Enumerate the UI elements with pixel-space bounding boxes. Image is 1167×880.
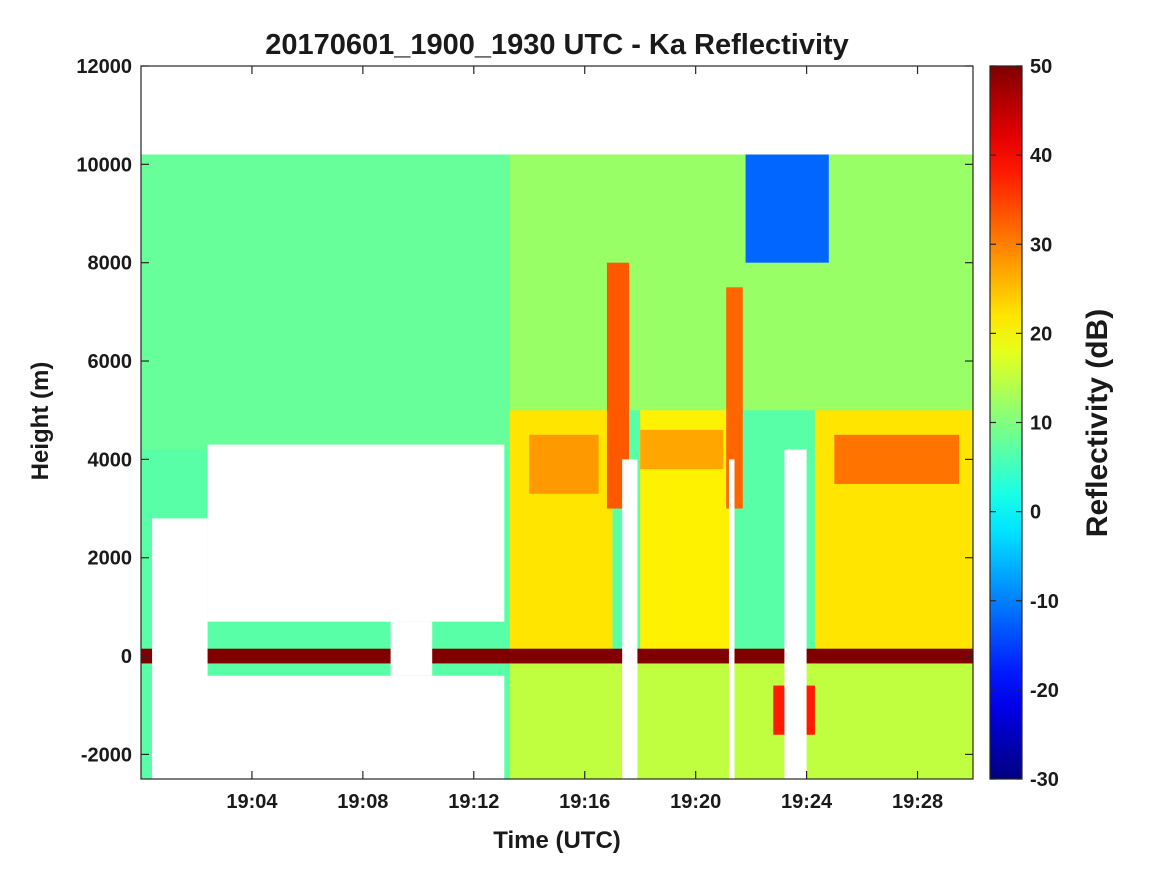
echo-region-bright-band-26 [834,434,960,484]
x-tick-label: 19:04 [226,791,278,813]
no-data-region [728,459,735,779]
plot-frame [140,65,974,780]
chart-title: 20170601_1900_1930 UTC - Ka Reflectivity [265,29,849,61]
colorbar-tick-label: 50 [1030,56,1052,78]
colorbar-tick-label: 40 [1030,145,1052,167]
no-data-region [784,449,807,779]
y-tick-label: -2000 [81,744,132,766]
no-data-region [390,621,433,676]
colorbar-tick-label: 20 [1030,323,1052,345]
x-tick-label: 19:16 [559,791,610,813]
echo-region-below-ground-echo [509,656,973,779]
y-tick-label: 4000 [88,449,133,471]
y-tick-label: 12000 [76,56,132,78]
y-axis-title: Height (m) [27,362,54,481]
echo-region-surface-return [141,648,973,664]
no-data-region [622,459,638,779]
echo-region-bright-band-19 [640,429,724,470]
no-data-region [141,66,973,155]
colorbar-title: Reflectivity (dB) [1081,309,1114,537]
x-tick-label: 19:28 [892,791,943,813]
echo-region-upper-cloud-left [141,154,510,450]
heatmap-layer [141,66,973,779]
y-tick-label: 10000 [76,154,132,176]
no-data-region [207,444,505,622]
colorbar-tick-label: -10 [1030,591,1059,613]
x-tick-label: 19:08 [337,791,388,813]
no-data-region [152,675,505,779]
x-tick-label: 19:20 [670,791,721,813]
x-axis-title: Time (UTC) [493,827,621,854]
x-tick-label: 19:24 [781,791,833,813]
y-axis-ticks: 12000 10000 8000 6000 4000 2000 0 -2000 [76,56,973,766]
colorbar-tick-label: 10 [1030,413,1052,435]
colorbar-tick-label: -30 [1030,769,1059,791]
colorbar-tick-label: 30 [1030,234,1052,256]
colorbar-tick-label: -20 [1030,680,1059,702]
y-tick-label: 2000 [88,548,133,570]
echo-region-weak-echo-top-23 [745,154,829,263]
colorbar-ticks: 50 40 30 20 10 0 -10 -20 -30 [990,56,1059,791]
echo-region-bright-band-15 [529,434,599,494]
y-tick-label: 6000 [88,351,133,373]
echo-region-convective-core-17 [606,262,630,509]
x-tick-label: 19:12 [448,791,499,813]
x-axis-ticks: 19:04 19:08 19:12 19:16 19:20 19:24 19:28 [226,66,943,813]
y-tick-label: 8000 [88,253,133,275]
y-tick-label: 0 [121,646,132,668]
echo-region-convective-core-21 [726,287,743,509]
colorbar-tick-label: 0 [1030,502,1041,524]
